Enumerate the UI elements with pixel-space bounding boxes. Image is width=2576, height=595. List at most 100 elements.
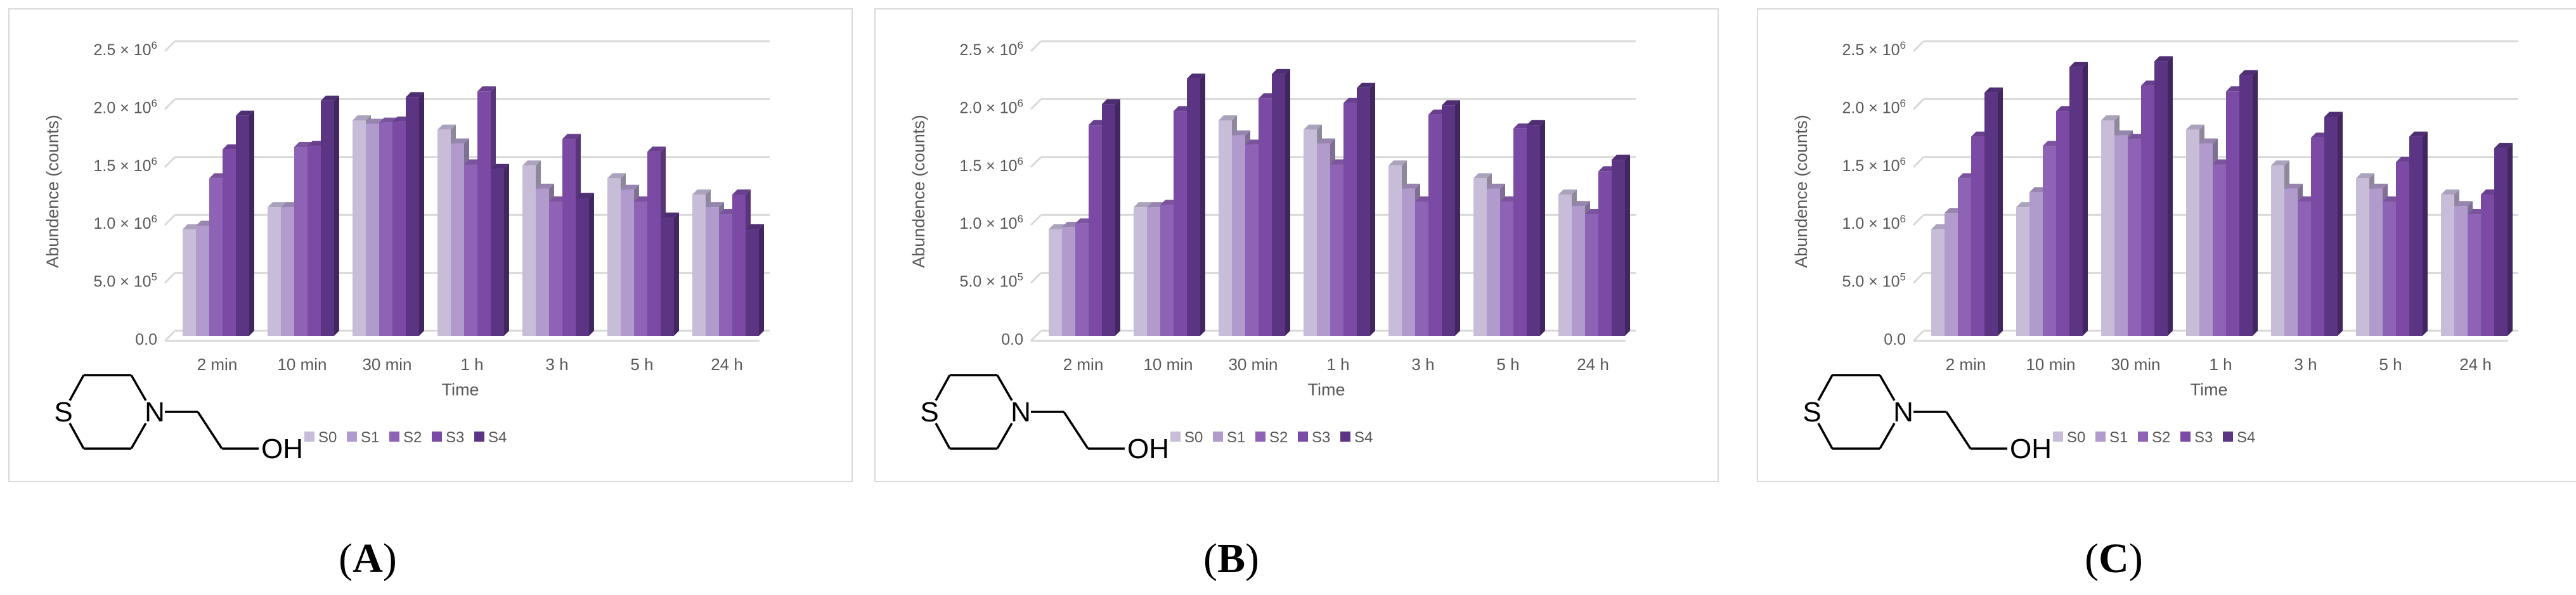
- bar-top: [2369, 183, 2388, 189]
- y-tick-exponent: 5: [1900, 271, 1906, 283]
- bar-front: [1388, 165, 1402, 336]
- bar-front: [719, 214, 732, 336]
- x-tick-label: 24 h: [711, 355, 743, 374]
- y-tick-label: 2.0 × 106: [93, 97, 157, 117]
- y-tick-label: 2.0 × 106: [959, 97, 1023, 117]
- legend-swatch: [1298, 432, 1308, 442]
- bar-side: [1200, 74, 1205, 336]
- bar-s4: [1102, 99, 1120, 336]
- bar-top: [1473, 173, 1492, 179]
- gridline-depth: [164, 329, 176, 342]
- bar-front: [522, 165, 536, 336]
- bar-front: [2016, 207, 2029, 336]
- y-tick-exponent: 6: [1018, 39, 1023, 51]
- y-tick-label: 1.0 × 106: [1842, 213, 1906, 233]
- legend-item-s1: S1: [2095, 429, 2128, 446]
- y-tick-exponent: 6: [152, 213, 157, 225]
- bar-s4: [2154, 56, 2173, 336]
- bar-front: [1259, 98, 1272, 336]
- bar-side: [2508, 143, 2513, 336]
- legend-swatch: [2138, 432, 2148, 442]
- y-tick-label: 0.0: [1884, 331, 1906, 349]
- y-tick-mantissa: 1.0 × 10: [959, 215, 1017, 233]
- gridline-depth: [1030, 40, 1042, 53]
- atom-n: N: [145, 397, 165, 428]
- bar-front: [706, 207, 719, 336]
- legend-swatch: [1213, 432, 1223, 442]
- group-oh: OH: [2010, 433, 2052, 464]
- bar-front: [1062, 227, 1075, 336]
- bar-s4: [1612, 155, 1630, 336]
- bar-front: [1343, 103, 1357, 336]
- bar-front: [209, 178, 223, 336]
- y-tick-mantissa: 2.0 × 10: [959, 99, 1017, 117]
- y-tick-mantissa: 2.5 × 10: [1842, 41, 1900, 59]
- bar-top: [1442, 100, 1460, 106]
- legend-swatch: [1170, 432, 1181, 442]
- bar-front: [1572, 206, 1585, 336]
- bar-top: [321, 95, 339, 101]
- y-tick-mantissa: 1.5 × 10: [93, 157, 151, 175]
- y-tick-label: 2.5 × 106: [1842, 39, 1906, 59]
- bar-front: [2056, 111, 2069, 336]
- molecule-structure: S N OH: [920, 374, 1169, 464]
- gridline-depth: [1912, 272, 1925, 284]
- y-tick-mantissa: 1.5 × 10: [959, 157, 1017, 175]
- bar-front: [536, 188, 549, 336]
- y-tick-exponent: 5: [1018, 271, 1023, 283]
- y-tick-exponent: 6: [152, 97, 157, 109]
- bar-top: [268, 202, 286, 208]
- bar-side: [1625, 155, 1630, 336]
- y-tick-exponent: 6: [1018, 155, 1023, 167]
- bar-front: [491, 169, 504, 336]
- bar-front: [2154, 61, 2168, 336]
- bar-top: [406, 92, 424, 98]
- bar-front: [183, 229, 196, 336]
- bar-s4: [2069, 61, 2088, 336]
- bar-s4: [2494, 143, 2513, 336]
- y-tick-mantissa: 1.5 × 10: [1842, 157, 1900, 175]
- bond: [935, 374, 951, 401]
- bar-top: [1388, 160, 1407, 166]
- y-tick-mantissa: 2.0 × 10: [93, 99, 151, 117]
- bar-s4: [746, 224, 764, 336]
- y-tick-exponent: 5: [152, 271, 157, 283]
- bar-s4: [1272, 68, 1290, 336]
- legend-swatch: [1340, 432, 1350, 442]
- bar-front: [2324, 117, 2338, 336]
- bar-top: [1984, 87, 2003, 93]
- panel-label-open: (: [2085, 535, 2099, 582]
- bar-front: [1442, 105, 1455, 336]
- legend-item-s3: S3: [1298, 429, 1330, 446]
- y-tick-label: 2.5 × 106: [93, 39, 157, 59]
- legend-label: S0: [2067, 429, 2085, 446]
- bar-side: [759, 224, 764, 336]
- bar-top: [437, 124, 456, 130]
- y-tick-mantissa: 0.0: [135, 331, 157, 349]
- bar-front: [661, 217, 674, 336]
- bar-top: [1304, 124, 1322, 130]
- bond: [1945, 411, 1972, 449]
- bar-top: [661, 212, 679, 218]
- bar-front: [366, 124, 379, 336]
- bar-side: [2168, 56, 2173, 336]
- y-tick-mantissa: 0.0: [1001, 331, 1023, 349]
- y-tick-label: 5.0 × 105: [1842, 271, 1906, 291]
- x-tick-label: 5 h: [1496, 355, 1519, 374]
- bar-front: [406, 97, 419, 336]
- legend-item-s1: S1: [1213, 429, 1245, 446]
- group-oh: OH: [1127, 433, 1169, 464]
- x-tick-label: 30 min: [2111, 355, 2160, 374]
- bond: [1879, 374, 1896, 401]
- legend-item-s0: S0: [2053, 429, 2085, 446]
- bar-front: [2311, 138, 2324, 336]
- bar-front: [2114, 135, 2128, 336]
- bond: [935, 423, 951, 449]
- legend-swatch: [389, 432, 399, 442]
- bar-side: [1115, 99, 1120, 336]
- bar-top: [2154, 56, 2173, 61]
- bar-top: [1357, 82, 1375, 88]
- bar-top: [1219, 115, 1237, 120]
